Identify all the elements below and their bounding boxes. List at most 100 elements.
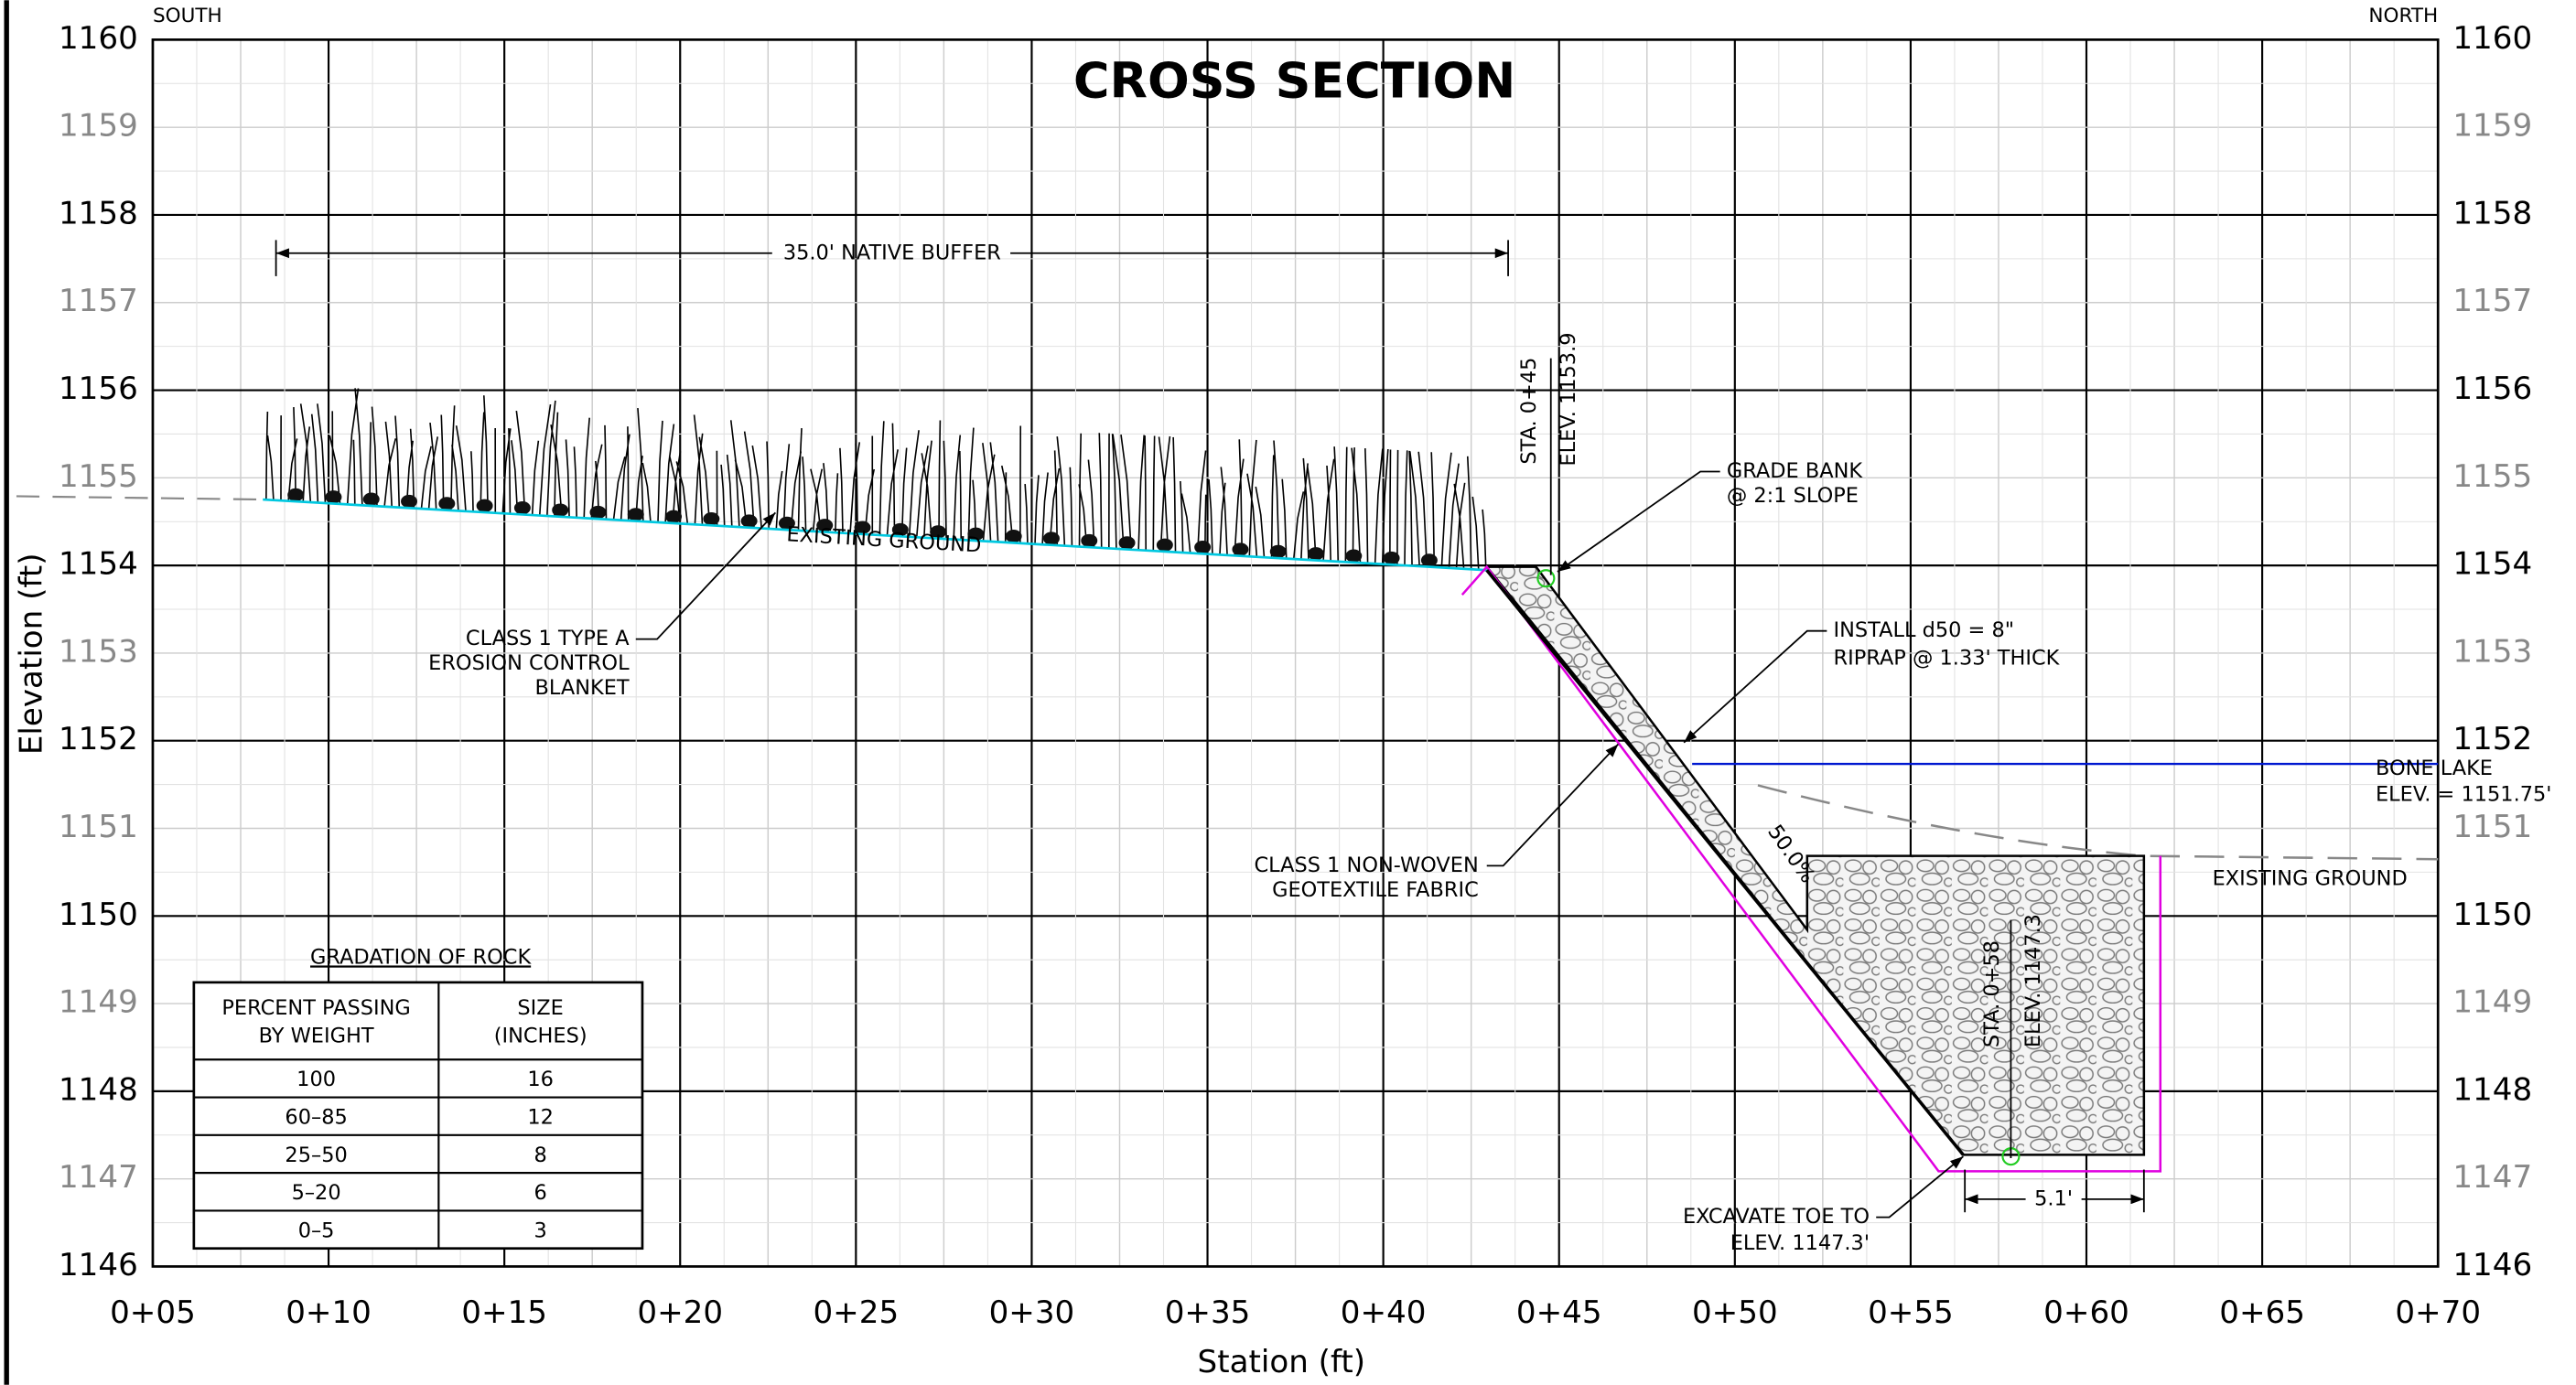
y-tick-label: 1149 (59, 984, 138, 1021)
geotextile (1460, 564, 2162, 1173)
y-axis-label: Elevation (ft) (13, 553, 49, 755)
y-tick-label-right: 1153 (2452, 633, 2532, 670)
annotation: CLASS 1 TYPE A (466, 627, 630, 650)
table-frame (192, 981, 644, 1251)
annotation: 50.0% (1762, 821, 1819, 887)
y-tick-label: 1159 (59, 108, 138, 145)
y-tick-label: 1148 (59, 1071, 138, 1108)
leader (1683, 629, 1827, 744)
vegetation-clumps (287, 488, 1438, 567)
x-tick-label: 0+35 (1165, 1294, 1251, 1331)
annotation: BONE LAKE (2376, 757, 2493, 780)
annotation: STA. 0+45 (1517, 358, 1541, 465)
y-tick-label: 1147 (59, 1159, 138, 1196)
x-tick-label: 0+20 (637, 1294, 723, 1331)
station-point (1536, 569, 1556, 588)
y-tick-label: 1150 (59, 896, 138, 933)
annotation: STA. 0+58 (1980, 940, 2004, 1047)
y-tick-label-right: 1152 (2452, 721, 2532, 757)
table-header: SIZE (517, 996, 563, 1020)
x-tick-label: 0+45 (1516, 1294, 1602, 1331)
x-tick-label: 0+55 (1868, 1294, 1954, 1331)
table-header: (INCHES) (494, 1025, 587, 1048)
y-tick-label-right: 1155 (2452, 458, 2532, 495)
y-tick-label-right: 1154 (2452, 546, 2532, 583)
y-tick-label-right: 1157 (2452, 283, 2532, 319)
x-tick-label: 0+50 (1692, 1294, 1778, 1331)
y-tick-label: 1156 (59, 370, 138, 407)
labels: 1160 1160 1159 1159 1158 1158 1157 1157 1156 1156… (13, 5, 2551, 1380)
leader (1486, 743, 1620, 867)
existing-ground-dashed (1757, 784, 2439, 861)
y-tick-label: 1152 (59, 721, 138, 757)
corner-label: NORTH (2368, 5, 2438, 27)
table-cell: 5–20 (292, 1181, 341, 1205)
y-tick-label-right: 1147 (2452, 1159, 2532, 1196)
leader (635, 511, 777, 640)
existing-ground-dashed (16, 495, 264, 501)
annotation: GEOTEXTILE FABRIC (1272, 878, 1479, 902)
y-tick-label-right: 1156 (2452, 370, 2532, 407)
x-tick-label: 0+05 (110, 1294, 196, 1331)
table-cell: 100 (296, 1068, 336, 1091)
bank-slope (1485, 569, 1965, 1156)
y-tick-label-right: 1148 (2452, 1071, 2532, 1108)
existing-ground (263, 498, 1487, 572)
y-tick-label-right: 1158 (2452, 195, 2532, 231)
x-tick-label: 0+25 (813, 1294, 899, 1331)
x-axis-label: Station (ft) (1198, 1344, 1366, 1380)
y-tick-label: 1153 (59, 633, 138, 670)
table-cell: 8 (534, 1143, 547, 1167)
table-header: BY WEIGHT (259, 1025, 374, 1048)
annotation: GRADE BANK (1727, 459, 1864, 483)
annotation: EROSION CONTROL (428, 651, 630, 675)
annotation: CLASS 1 NON-WOVEN (1255, 854, 1479, 877)
annotation: EXISTING GROUND (786, 522, 982, 557)
table-cell: 3 (534, 1219, 547, 1242)
y-tick-label: 1155 (59, 458, 138, 495)
annotation: EXISTING GROUND (2213, 866, 2408, 890)
corner-label: SOUTH (153, 5, 222, 27)
y-tick-label: 1160 (59, 20, 138, 57)
x-tick-label: 0+30 (989, 1294, 1075, 1331)
plot-frame (151, 38, 2440, 1268)
y-tick-label-right: 1150 (2452, 896, 2532, 933)
leader (1876, 1155, 1964, 1219)
annotation: EXCAVATE TOE TO (1683, 1205, 1870, 1229)
y-tick-label: 1157 (59, 283, 138, 319)
table-title: GRADATION OF ROCK (310, 945, 532, 969)
x-tick-label: 0+40 (1341, 1294, 1427, 1331)
y-tick-label: 1158 (59, 195, 138, 231)
x-tick-label: 0+65 (2219, 1294, 2305, 1331)
riprap (1484, 565, 2146, 1156)
annotation: 35.0' NATIVE BUFFER (783, 241, 1001, 264)
x-tick-label: 0+10 (286, 1294, 372, 1331)
table-cell: 0–5 (298, 1219, 335, 1242)
annotation: @ 2:1 SLOPE (1727, 484, 1859, 508)
x-tick-label: 0+60 (2043, 1294, 2129, 1331)
x-tick-label: 0+15 (461, 1294, 547, 1331)
annotation: ELEV. 1153.9 (1557, 332, 1580, 466)
table-cell: 16 (527, 1068, 554, 1091)
annotation: ELEV. = 1151.75' (2376, 783, 2551, 807)
y-tick-label: 1146 (59, 1247, 138, 1283)
annotation: ELEV. 1147.3' (1730, 1231, 1870, 1255)
annotation: BLANKET (534, 676, 629, 700)
leader (1557, 470, 1720, 573)
table-cell: 25–50 (285, 1143, 347, 1167)
y-tick-label-right: 1149 (2452, 984, 2532, 1021)
y-tick-label-right: 1160 (2452, 20, 2532, 57)
annotation: ELEV. 1147.3 (2021, 914, 2045, 1047)
vegetation (265, 388, 1487, 571)
y-tick-label-right: 1159 (2452, 108, 2532, 145)
table-cell: 6 (534, 1181, 547, 1205)
table-header: PERCENT PASSING (221, 996, 410, 1020)
x-tick-label: 0+70 (2395, 1294, 2481, 1331)
title: CROSS SECTION (1073, 51, 1515, 109)
table-cell: 60–85 (285, 1105, 347, 1129)
table-cell: 12 (527, 1105, 554, 1129)
y-tick-label: 1151 (59, 809, 138, 845)
annotation: RIPRAP @ 1.33' THICK (1834, 647, 2061, 671)
y-tick-label-right: 1151 (2452, 809, 2532, 845)
